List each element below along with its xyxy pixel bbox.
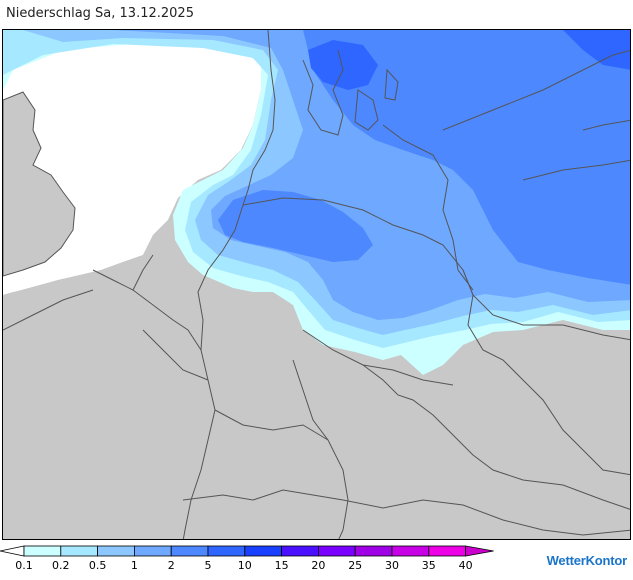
legend-tick-label: 20	[311, 559, 325, 572]
great-britain	[3, 91, 76, 277]
legend-swatch	[23, 545, 62, 557]
legend-tick-label: 35	[422, 559, 436, 572]
denmark-outline	[302, 49, 399, 136]
brand-part1: Wetter	[546, 553, 586, 568]
legend-tick-label: 25	[348, 559, 362, 572]
legend-tick-label: 30	[385, 559, 399, 572]
legend-swatch	[207, 545, 246, 557]
map-canvas	[3, 30, 630, 539]
precipitation-legend: 0.1 0.2 0.5 1 2 5 10 15 20 25 30 35 40	[0, 542, 520, 580]
legend-swatch	[170, 545, 209, 557]
legend-arrow-low	[0, 545, 25, 557]
legend-swatch	[60, 545, 98, 557]
legend-tick-label: 5	[205, 559, 212, 572]
map-title: Niederschlag Sa, 13.12.2025	[6, 6, 194, 21]
legend-tick-label: 0.2	[52, 559, 70, 572]
legend-tick-label: 10	[238, 559, 252, 572]
legend-scale: 0.1 0.2 0.5 1 2 5 10 15 20 25 30 35 40	[0, 545, 494, 572]
legend-swatch	[354, 545, 393, 557]
brand-part2: Kontor	[585, 553, 628, 568]
precipitation-layer	[3, 30, 630, 375]
legend-arrow-high	[465, 545, 494, 557]
legend-swatch	[428, 545, 466, 557]
country-borders	[3, 30, 630, 539]
legend-swatch	[317, 545, 356, 557]
legend-tick-label: 15	[275, 559, 289, 572]
legend-swatch	[391, 545, 430, 557]
legend-tick-label: 40	[459, 559, 473, 572]
legend-tick-label: 0.1	[15, 559, 33, 572]
legend-swatch	[133, 545, 172, 557]
legend-tick-label: 0.5	[89, 559, 107, 572]
precipitation-map[interactable]	[2, 29, 631, 540]
legend-tick-label: 2	[168, 559, 175, 572]
wetterkontor-logo[interactable]: WetterKontor	[546, 553, 628, 568]
legend-swatch	[97, 545, 135, 557]
legend-swatch	[244, 545, 283, 557]
legend-swatch	[281, 545, 319, 557]
legend-tick-label: 1	[131, 559, 138, 572]
